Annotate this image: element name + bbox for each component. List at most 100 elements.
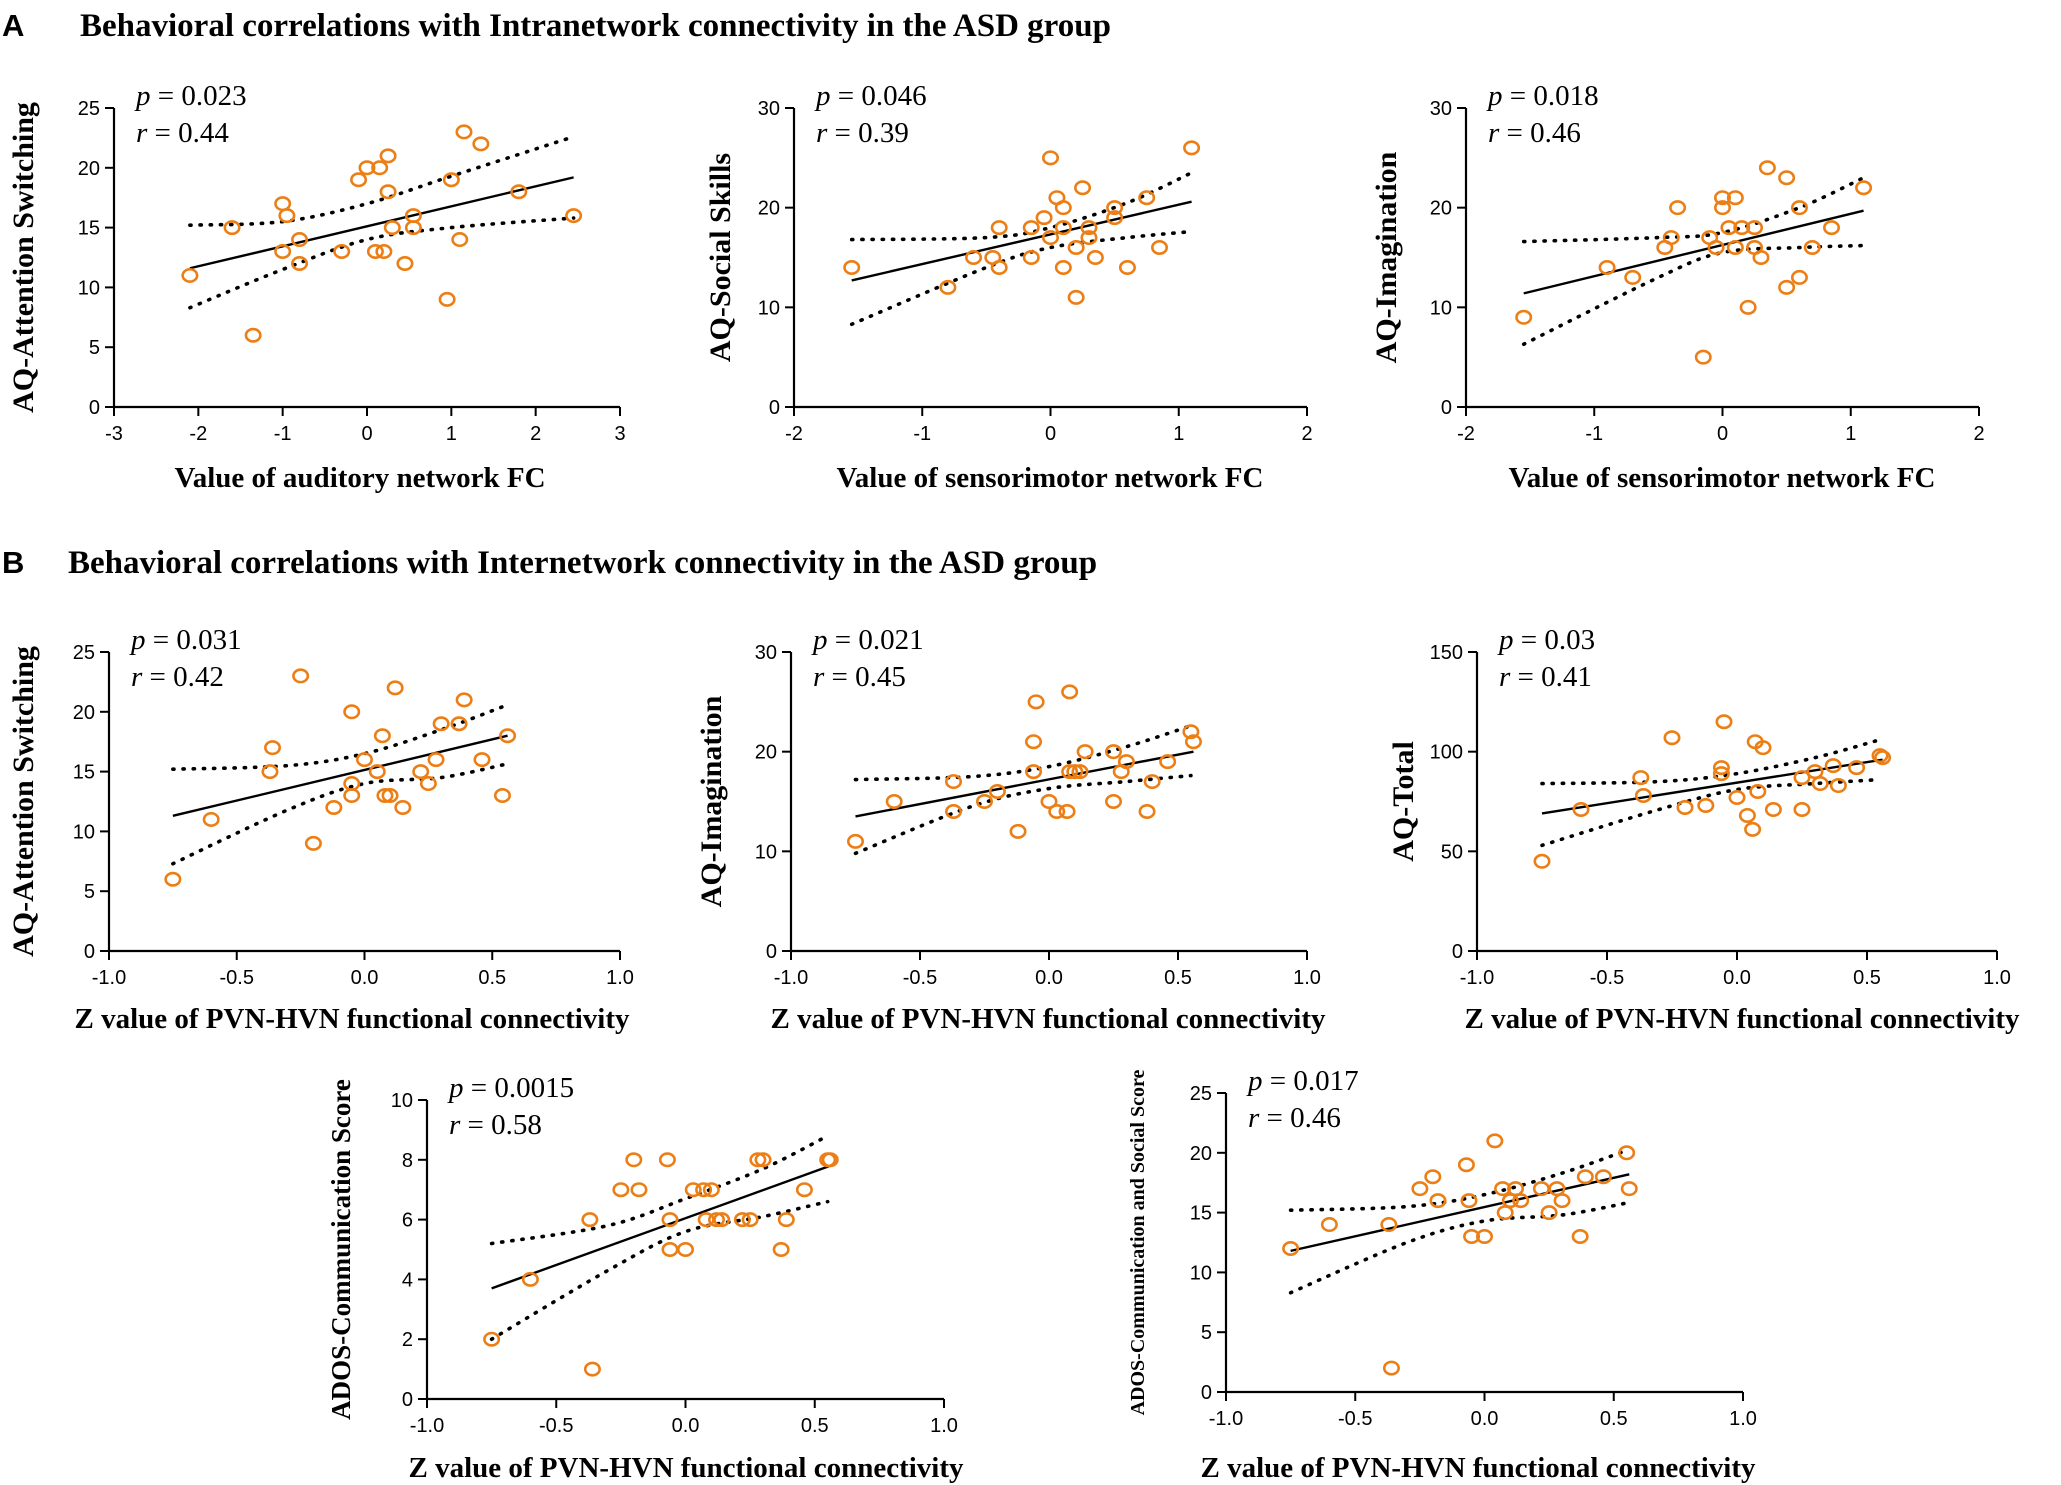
data-point <box>427 752 445 768</box>
y-tick-label: 20 <box>758 198 780 220</box>
data-point <box>1080 220 1098 236</box>
data-point <box>1553 1193 1571 1209</box>
x-tick-label: 0.0 <box>672 1415 700 1437</box>
data-point <box>1048 803 1066 819</box>
data-point <box>1793 801 1811 817</box>
data-point <box>1042 150 1060 166</box>
data-point <box>565 208 583 224</box>
ci-upper-band <box>849 170 1194 242</box>
data-point <box>1739 299 1757 315</box>
data-point <box>493 788 511 804</box>
data-point <box>846 833 864 849</box>
data-point <box>432 716 450 732</box>
ci-upper-band <box>1288 1148 1629 1213</box>
data-point <box>713 1212 731 1228</box>
data-point <box>777 1212 795 1228</box>
data-point <box>1632 770 1650 786</box>
x-tick-label: 1.0 <box>1729 1408 1757 1430</box>
r-value: = 0.45 <box>824 661 906 693</box>
data-point <box>1183 140 1201 156</box>
p-symbol: p <box>447 1072 464 1104</box>
p-value-text: p = 0.018 <box>1486 80 1599 112</box>
data-point <box>455 692 473 708</box>
data-point <box>1790 200 1808 216</box>
data-point <box>1855 180 1873 196</box>
scatter-plot-8: 0 5 10 15 20 25 -1.0 -0.5 0.0 0.5 1.0 Z value of PV… <box>1127 1065 1757 1484</box>
section-b-letter: B <box>2 545 24 580</box>
y-tick-label: 5 <box>1201 1322 1212 1344</box>
x-tick-label: 1.0 <box>1293 967 1321 989</box>
scatter-plot-1: 0 5 10 15 20 25 -3 -2 -1 0 1 2 3 Value of auditory ne… <box>7 80 626 494</box>
y-tick-label: 20 <box>1430 198 1452 220</box>
data-point <box>244 327 262 343</box>
data-point <box>1533 853 1551 869</box>
y-axis-label: AQ-Imagination <box>1370 151 1403 363</box>
data-point <box>684 1182 702 1198</box>
data-point <box>1476 1229 1494 1245</box>
p-value-text: p = 0.03 <box>1497 624 1595 656</box>
data-point <box>1494 1181 1512 1197</box>
data-point <box>1074 180 1092 196</box>
data-point <box>472 136 490 152</box>
data-point <box>1540 1205 1558 1221</box>
data-point <box>1676 799 1694 815</box>
data-point <box>1824 758 1842 774</box>
data-point <box>1035 210 1053 226</box>
data-point <box>990 220 1008 236</box>
p-symbol: p <box>129 624 146 656</box>
data-point <box>1512 1193 1530 1209</box>
y-tick-label: 15 <box>1190 1203 1212 1225</box>
p-value: = 0.0015 <box>464 1072 575 1104</box>
regression-line <box>189 176 574 270</box>
data-point <box>1598 259 1616 275</box>
data-point <box>990 259 1008 275</box>
y-axis-label: AQ-Total <box>1387 741 1420 862</box>
data-point <box>368 764 386 780</box>
data-point <box>1027 694 1045 710</box>
ci-upper-band <box>188 134 576 228</box>
data-point <box>1576 1169 1594 1185</box>
ci-upper-band <box>1540 737 1882 786</box>
r-value: = 0.39 <box>827 117 909 149</box>
ci-lower-band <box>1540 777 1882 848</box>
data-point <box>1874 750 1892 766</box>
data-point <box>291 232 309 248</box>
p-symbol: p <box>1486 80 1503 112</box>
data-point <box>450 716 468 732</box>
data-point <box>1754 740 1772 756</box>
data-point <box>1829 778 1847 794</box>
data-point <box>1728 790 1746 806</box>
ci-lower-band <box>489 1199 830 1341</box>
data-point <box>1823 220 1841 236</box>
r-value-text: r = 0.46 <box>1248 1102 1341 1134</box>
data-point <box>1424 1169 1442 1185</box>
y-tick-label: 30 <box>1430 98 1452 120</box>
data-point <box>1022 250 1040 266</box>
y-tick-label: 20 <box>73 702 95 724</box>
p-symbol: p <box>814 80 831 112</box>
y-axis-label: AQ-Imagination <box>695 695 728 907</box>
data-point <box>1061 764 1079 780</box>
y-tick-label: 10 <box>78 277 100 299</box>
r-symbol: r <box>1488 117 1500 149</box>
data-point <box>1054 200 1072 216</box>
x-tick-label: -1 <box>274 423 292 445</box>
data-point <box>658 1152 676 1168</box>
x-tick-label: 3 <box>614 423 625 445</box>
p-symbol: p <box>1497 624 1514 656</box>
r-symbol: r <box>1248 1102 1260 1134</box>
y-tick-label: 25 <box>78 98 100 120</box>
y-tick-label: 25 <box>73 642 95 664</box>
data-point <box>521 1271 539 1287</box>
data-point <box>754 1152 772 1168</box>
r-symbol: r <box>1499 661 1511 693</box>
data-point <box>1634 788 1652 804</box>
r-value: = 0.42 <box>142 661 224 693</box>
y-tick-label: 150 <box>1430 642 1463 664</box>
data-point <box>274 196 292 212</box>
r-symbol: r <box>131 661 143 693</box>
p-value: = 0.031 <box>146 624 242 656</box>
data-point <box>510 184 528 200</box>
x-tick-label: 0.0 <box>351 967 379 989</box>
data-point <box>1066 764 1084 780</box>
